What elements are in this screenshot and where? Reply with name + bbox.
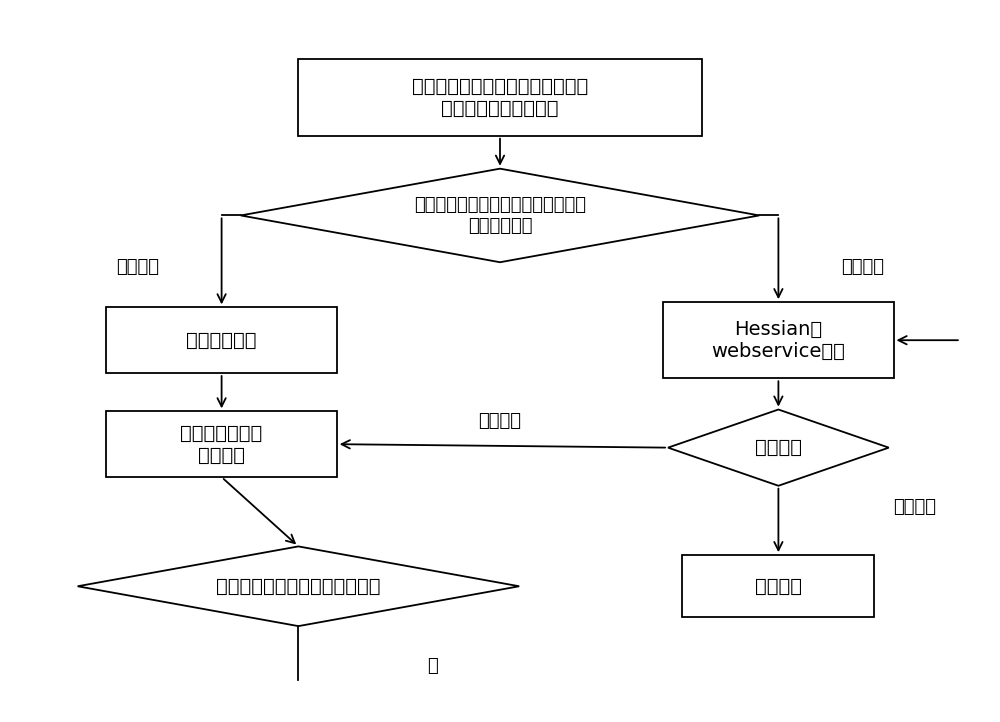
Text: 于闲时定时逐条
检查上传: 于闲时定时逐条 检查上传 bbox=[180, 424, 263, 465]
Polygon shape bbox=[241, 169, 759, 262]
Text: 结束上传: 结束上传 bbox=[755, 577, 802, 596]
Text: 实时上传: 实时上传 bbox=[841, 258, 884, 277]
FancyBboxPatch shape bbox=[106, 412, 337, 477]
FancyBboxPatch shape bbox=[682, 555, 874, 617]
Text: 是: 是 bbox=[427, 657, 438, 675]
Text: 是否延迟未上传和上传失败文件: 是否延迟未上传和上传失败文件 bbox=[216, 577, 381, 596]
Text: 是否成功: 是否成功 bbox=[755, 438, 802, 457]
Text: 上传失败: 上传失败 bbox=[479, 412, 522, 430]
FancyBboxPatch shape bbox=[663, 302, 894, 378]
FancyBboxPatch shape bbox=[298, 59, 702, 136]
Polygon shape bbox=[78, 547, 519, 626]
Polygon shape bbox=[668, 409, 889, 486]
Text: 成功上传: 成功上传 bbox=[894, 497, 937, 516]
Text: 延时上传: 延时上传 bbox=[116, 258, 159, 277]
Text: Hessian、
webservice上传: Hessian、 webservice上传 bbox=[711, 320, 845, 361]
Text: 标识延时上传: 标识延时上传 bbox=[186, 331, 257, 349]
FancyBboxPatch shape bbox=[106, 308, 337, 373]
Text: 根据业务终端服务器产生的数据文件
进行分析判断: 根据业务终端服务器产生的数据文件 进行分析判断 bbox=[414, 196, 586, 235]
Text: 业务终端服务器定义闲时、忙时、
各数据文件的上传需求: 业务终端服务器定义闲时、忙时、 各数据文件的上传需求 bbox=[412, 77, 588, 118]
